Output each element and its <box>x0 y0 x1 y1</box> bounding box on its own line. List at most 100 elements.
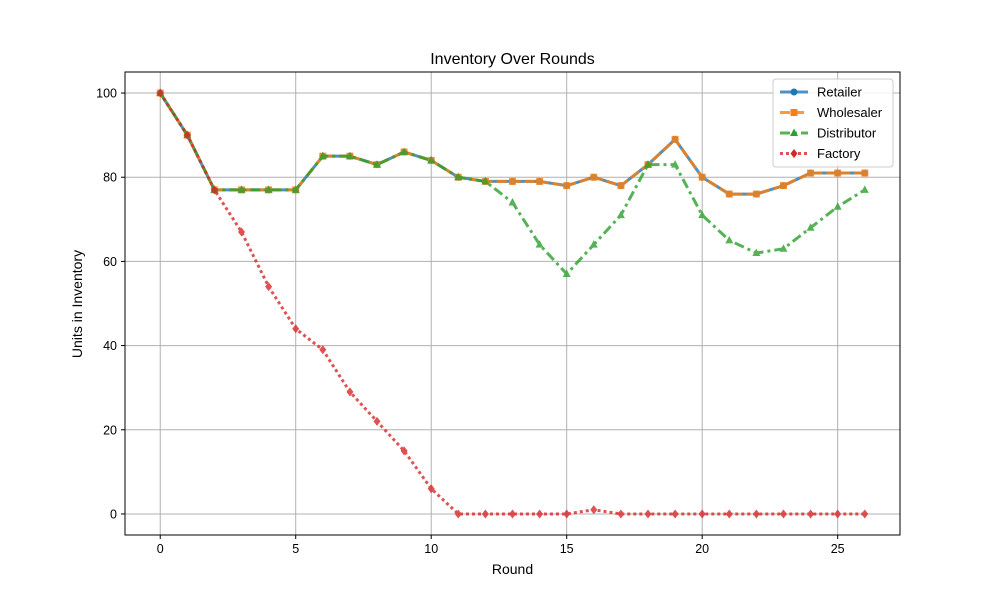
legend-marker-factory <box>790 149 798 158</box>
legend: Retailer Wholesaler Distributor Factory <box>772 78 894 168</box>
distributor-point <box>535 240 544 248</box>
wholesaler-point <box>563 182 571 190</box>
y-tick-label: 0 <box>110 507 117 521</box>
legend-label-wholesaler: Wholesaler <box>817 105 883 120</box>
wholesaler-point <box>834 169 842 177</box>
wholesaler-point <box>617 182 625 190</box>
factory-point <box>644 509 652 519</box>
factory-point <box>400 446 408 456</box>
factory-point <box>156 88 164 98</box>
legend-item-wholesaler: Wholesaler <box>780 105 883 120</box>
series-layer <box>156 88 869 519</box>
y-tick-label: 40 <box>103 339 117 353</box>
factory-point <box>346 387 354 397</box>
distributor-point <box>725 235 734 244</box>
factory-point <box>779 509 787 519</box>
legend-item-distributor: Distributor <box>780 126 877 141</box>
x-tick-label: 0 <box>157 542 164 556</box>
y-tick-label: 60 <box>103 255 117 269</box>
factory-point <box>319 345 327 355</box>
factory-point <box>752 509 760 519</box>
factory-point <box>698 509 706 519</box>
distributor-point <box>291 185 300 193</box>
factory-point <box>183 130 191 140</box>
legend-marker-retailer <box>790 88 798 96</box>
distributor-point <box>860 185 869 193</box>
wholesaler-point <box>752 190 760 198</box>
factory-point <box>210 185 218 195</box>
x-tick-label: 5 <box>292 542 299 556</box>
distributor-point <box>643 160 652 168</box>
distributor-point <box>616 210 625 219</box>
x-tick-label: 25 <box>831 542 845 556</box>
legend-label-factory: Factory <box>817 146 861 161</box>
legend-box <box>772 78 894 168</box>
distributor-point <box>671 160 680 168</box>
distributor-point <box>345 151 354 160</box>
factory-point <box>834 509 842 519</box>
chart-title: Inventory Over Rounds <box>430 51 595 68</box>
distributor-point <box>264 185 273 193</box>
factory-line <box>158 92 865 516</box>
distributor-point <box>427 155 436 164</box>
distributor-point <box>806 223 815 231</box>
y-tick-label: 80 <box>103 171 117 185</box>
wholesaler-point <box>861 169 869 177</box>
y-tick-label: 20 <box>103 423 117 437</box>
y-tick-label: 100 <box>96 87 117 101</box>
legend-marker-wholesaler <box>790 109 798 116</box>
legend-item-retailer: Retailer <box>780 85 862 100</box>
factory-point <box>671 509 679 519</box>
wholesaler-point <box>671 135 679 143</box>
distributor-point <box>752 248 761 256</box>
wholesaler-point <box>509 177 516 185</box>
factory-point <box>427 484 435 494</box>
factory-point <box>481 509 489 519</box>
wholesaler-point <box>807 169 815 177</box>
distributor-point <box>481 176 490 185</box>
factory-point <box>861 509 869 519</box>
legend-label-distributor: Distributor <box>817 126 877 141</box>
distributor-point <box>373 160 382 168</box>
factory-point <box>265 282 273 292</box>
distributor-point <box>237 185 246 193</box>
wholesaler-point <box>698 173 706 181</box>
factory-point <box>590 505 598 515</box>
factory-point <box>807 509 815 519</box>
distributor-point <box>779 244 788 252</box>
wholesaler-point <box>779 182 787 190</box>
factory-point <box>617 509 625 519</box>
factory-point <box>238 227 246 237</box>
factory-point <box>454 509 462 519</box>
axis-ticks: 0 5 10 15 20 25 0 20 40 60 80 100 <box>96 87 845 556</box>
factory-point <box>563 509 571 519</box>
x-axis-label: Round <box>492 561 533 577</box>
y-axis-label: Units in Inventory <box>69 250 85 358</box>
series-wholesaler <box>156 89 869 198</box>
wholesaler-point <box>536 177 544 185</box>
distributor-point <box>454 172 463 181</box>
series-factory <box>156 88 869 519</box>
factory-point <box>536 509 544 519</box>
distributor-point <box>400 147 409 155</box>
factory-point <box>292 324 300 334</box>
legend-item-factory: Factory <box>780 146 861 161</box>
distributor-point <box>508 197 517 206</box>
legend-marker-distributor <box>790 128 798 136</box>
factory-point <box>509 509 516 519</box>
plot-frame <box>124 71 901 536</box>
x-tick-label: 15 <box>560 542 574 556</box>
legend-label-retailer: Retailer <box>817 85 862 100</box>
wholesaler-point <box>725 190 733 198</box>
wholesaler-point <box>590 173 598 181</box>
x-tick-label: 20 <box>695 542 709 556</box>
x-tick-label: 10 <box>424 542 438 556</box>
distributor-point <box>562 269 571 278</box>
series-distributor <box>156 88 869 278</box>
distributor-point <box>833 202 842 210</box>
distributor-point <box>318 151 327 160</box>
factory-point <box>373 416 381 426</box>
factory-point <box>725 509 733 519</box>
distributor-point <box>589 240 598 248</box>
